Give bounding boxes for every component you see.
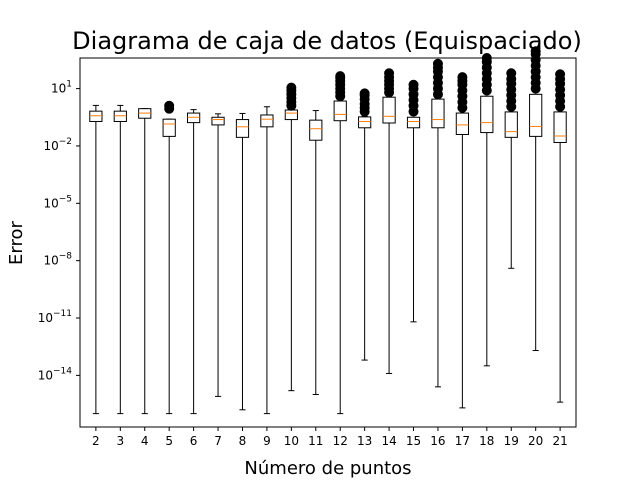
x-tick-label: 3 — [116, 434, 124, 448]
box — [333, 100, 347, 122]
chart-title: Diagrama de caja de datos (Equispaciado) — [72, 27, 582, 55]
box — [455, 112, 469, 135]
x-tick-label: 17 — [455, 434, 470, 448]
y-tick-label: 10−5 — [43, 194, 72, 210]
x-tick-label: 20 — [528, 434, 543, 448]
box — [89, 110, 103, 122]
outlier-point — [286, 82, 297, 93]
y-tick-label: 10−11 — [38, 309, 72, 325]
box — [480, 95, 494, 134]
plot-area: 101 10−2 10−5 10−8 10−11 10−14 2 3 4 5 6 7 8 9 10 11 12 1… — [38, 46, 568, 448]
x-tick-label: 5 — [165, 434, 173, 448]
outlier-point — [384, 68, 395, 79]
x-tick-label: 16 — [430, 434, 445, 448]
y-tick-label: 101 — [51, 80, 72, 96]
box — [187, 112, 201, 124]
y-tick-label: 10−2 — [43, 137, 72, 153]
x-tick-label: 7 — [214, 434, 222, 448]
box — [358, 116, 372, 129]
x-tick-label: 13 — [357, 434, 372, 448]
outlier-point — [457, 72, 468, 83]
box — [406, 116, 421, 129]
x-tick-label: 9 — [263, 434, 271, 448]
box — [504, 111, 518, 138]
box — [284, 109, 298, 121]
x-tick-label: 19 — [504, 434, 519, 448]
outlier-point — [335, 71, 346, 82]
box — [382, 96, 396, 124]
x-tick-label: 12 — [333, 434, 348, 448]
box — [162, 118, 176, 137]
outlier-point — [432, 58, 443, 69]
y-tick-label: 10−14 — [38, 366, 73, 382]
x-tick-label: 18 — [479, 434, 494, 448]
outlier-point — [359, 88, 370, 99]
x-tick-label: 8 — [239, 434, 247, 448]
box — [431, 98, 445, 129]
outlier-point — [164, 100, 175, 111]
outlier-point — [530, 46, 541, 57]
x-tick-label: 4 — [141, 434, 149, 448]
box — [113, 110, 127, 122]
box — [309, 119, 323, 141]
x-tick-label: 11 — [308, 434, 323, 448]
axes-frame — [79, 57, 577, 428]
box — [529, 93, 543, 137]
x-tick-label: 14 — [381, 434, 396, 448]
x-tick-label: 21 — [552, 434, 567, 448]
x-axis-label: Número de puntos — [244, 458, 411, 479]
outlier-point — [506, 68, 517, 79]
x-tick-label: 2 — [92, 434, 100, 448]
box — [235, 119, 250, 138]
x-tick-label: 15 — [406, 434, 421, 448]
y-tick-label: 10−8 — [43, 252, 72, 268]
x-tick-label: 6 — [190, 434, 198, 448]
box — [211, 116, 225, 126]
outlier-point — [555, 69, 566, 80]
x-tick-label: 10 — [284, 434, 299, 448]
box — [553, 111, 567, 144]
outlier-point — [408, 79, 419, 90]
box — [260, 114, 274, 128]
y-axis-label: Error — [6, 220, 27, 264]
